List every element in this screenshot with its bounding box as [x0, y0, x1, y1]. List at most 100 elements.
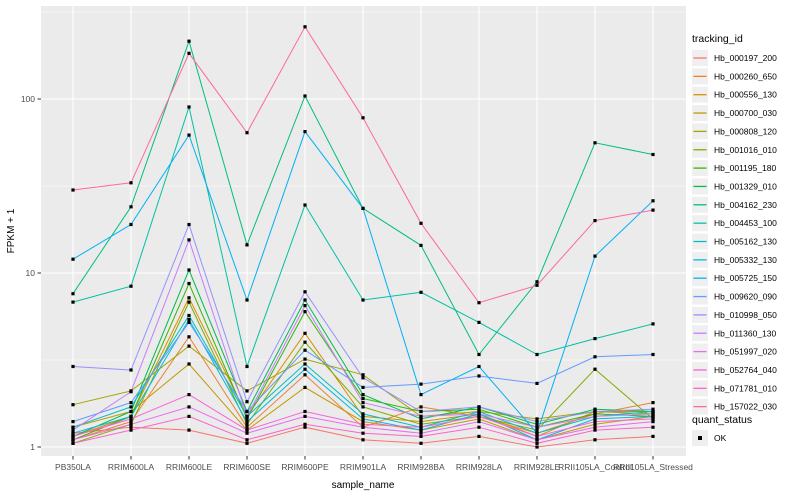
data-point	[593, 438, 597, 442]
x-tick-label: RRIM928BA	[397, 462, 445, 472]
data-point	[477, 420, 481, 424]
data-point	[129, 222, 133, 227]
data-point	[71, 364, 75, 369]
data-point	[187, 393, 191, 397]
data-point	[361, 373, 365, 377]
data-point	[593, 141, 597, 145]
data-point	[361, 116, 365, 120]
data-point	[187, 281, 191, 286]
legend-entry-Hb_000260_650: Hb_000260_650	[692, 68, 777, 85]
legend-entry-label: Hb_001195_180	[714, 163, 777, 173]
data-point	[419, 382, 423, 386]
data-point	[187, 414, 191, 418]
data-point	[187, 105, 191, 109]
legend-entry-label: Hb_000197_200	[714, 53, 777, 63]
data-point	[361, 417, 365, 421]
legend-entry-Hb_004162_230: Hb_004162_230	[692, 196, 777, 213]
data-point	[477, 407, 481, 411]
legend-entry-Hb_010998_050: Hb_010998_050	[692, 306, 777, 323]
x-tick-label: RRIM600SE	[223, 462, 271, 472]
data-point	[187, 222, 191, 227]
data-point	[361, 425, 365, 429]
data-point	[419, 428, 423, 432]
data-point	[651, 322, 655, 326]
data-point	[71, 420, 75, 424]
y-tick-label: 10	[26, 268, 36, 278]
data-point	[361, 206, 365, 210]
data-point	[187, 51, 191, 55]
legend-entry-Hb_000197_200: Hb_000197_200	[692, 50, 777, 66]
data-point	[593, 414, 597, 418]
legend-entry-label: Hb_004453_100	[714, 218, 777, 228]
data-point	[419, 405, 423, 409]
data-point	[187, 300, 191, 304]
legend-entry-Hb_000556_130: Hb_000556_130	[692, 86, 777, 103]
data-point	[129, 368, 133, 372]
quant-status-label: OK	[714, 433, 727, 443]
y-axis-title: FPKM + 1	[6, 208, 17, 253]
data-point	[535, 438, 539, 442]
data-point	[71, 403, 75, 407]
data-point	[187, 318, 191, 322]
data-point	[245, 389, 249, 393]
data-point	[361, 414, 365, 418]
legend-entry-label: Hb_052764_040	[714, 365, 777, 375]
data-point	[593, 219, 597, 223]
data-point	[535, 425, 539, 429]
data-point	[187, 39, 191, 43]
data-point	[593, 422, 597, 426]
data-point	[593, 337, 597, 341]
data-point	[129, 422, 133, 426]
data-point	[71, 257, 75, 261]
legend-entry-label: Hb_001329_010	[714, 181, 777, 191]
legend-entry-label: Hb_009620_090	[714, 292, 777, 302]
legend-entry-Hb_052764_040: Hb_052764_040	[692, 361, 777, 378]
data-point	[477, 412, 481, 416]
data-point	[419, 221, 423, 225]
data-point	[303, 203, 307, 207]
data-point	[651, 199, 655, 203]
data-point	[651, 208, 655, 212]
data-point	[245, 131, 249, 135]
data-point	[651, 414, 655, 418]
legend-entry-Hb_071781_010: Hb_071781_010	[692, 380, 777, 397]
legend-title-quant-status: quant_status	[692, 414, 752, 426]
x-tick-label: RRIM600PE	[281, 462, 329, 472]
legend-entry-label: Hb_010998_050	[714, 310, 777, 320]
data-point	[71, 434, 75, 438]
data-point	[303, 304, 307, 308]
data-point	[419, 414, 423, 418]
data-point	[303, 298, 307, 302]
data-point	[419, 290, 423, 294]
data-point	[245, 441, 249, 445]
data-point	[187, 268, 191, 272]
data-point	[245, 414, 249, 418]
data-point	[477, 374, 481, 378]
data-point	[477, 434, 481, 438]
data-point	[361, 393, 365, 397]
legend-title-tracking-id: tracking_id	[692, 33, 743, 45]
data-point	[535, 441, 539, 445]
legend-entry-Hb_157022_030: Hb_157022_030	[692, 398, 777, 415]
data-point	[245, 243, 249, 247]
legend-entry-label: Hb_000556_130	[714, 90, 777, 100]
data-point	[129, 181, 133, 185]
data-point	[477, 320, 481, 324]
data-point	[129, 284, 133, 288]
data-point	[651, 401, 655, 405]
legend-entry-label: Hb_000700_030	[714, 108, 777, 118]
legend-entry-label: Hb_011360_130	[714, 328, 777, 338]
data-point	[593, 407, 597, 411]
data-point	[303, 357, 307, 361]
legend-entry-Hb_011360_130: Hb_011360_130	[692, 325, 777, 342]
data-point	[361, 376, 365, 380]
data-point	[129, 409, 133, 414]
data-point	[593, 428, 597, 432]
x-tick-label: PB350LA	[55, 462, 91, 472]
data-point	[535, 428, 539, 432]
data-point	[593, 367, 597, 371]
data-point	[245, 422, 249, 426]
data-point	[419, 441, 423, 445]
data-point	[361, 396, 365, 401]
data-point	[245, 364, 249, 369]
